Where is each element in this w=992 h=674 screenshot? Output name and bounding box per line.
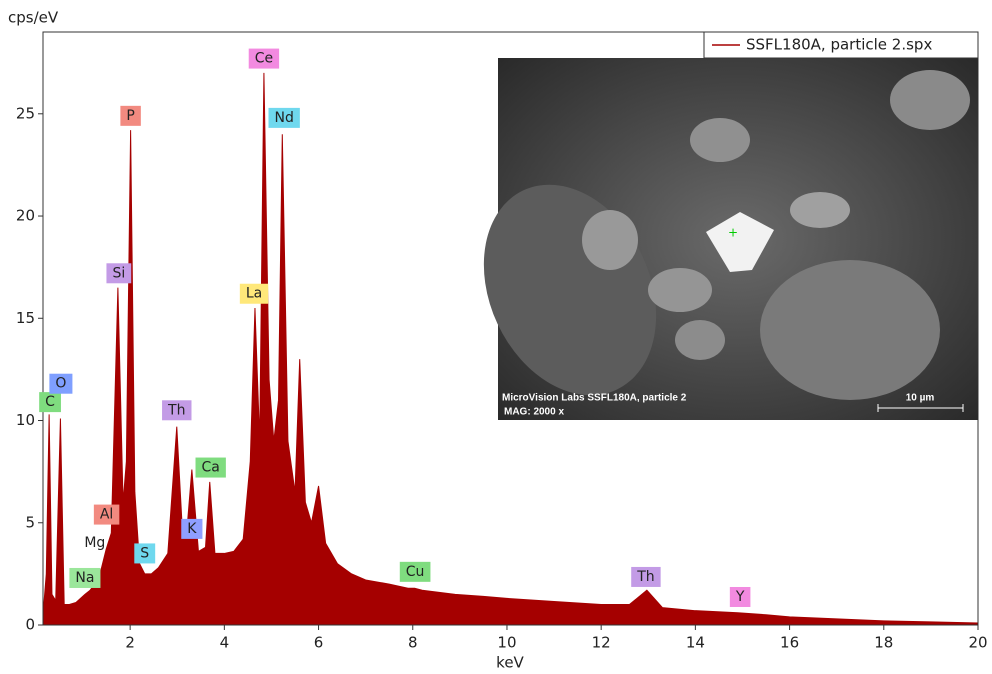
image-particle [648,268,712,312]
image-caption: MicroVision Labs SSFL180A, particle 2 [502,393,687,404]
page: cps/eV keV + MicroVision Labs SSFL180A, … [0,0,992,674]
peak-label: La [240,284,268,304]
x-tick-label: 18 [874,634,893,652]
peak-label-text: Mg [84,535,105,551]
x-tick-label: 10 [497,634,516,652]
peak-label: Th [162,400,191,420]
x-tick-label: 4 [220,634,230,652]
peak-label: Ca [196,458,226,478]
peak-label: Y [730,587,751,607]
peak-label-text: La [246,286,262,302]
peak-label-text: Cu [406,564,425,580]
peak-label: Mg [84,535,105,551]
peak-label-text: Na [75,570,94,586]
peak-label: S [134,543,155,563]
peak-label-text: O [55,376,66,392]
peak-label: Nd [268,108,299,128]
peak-label: Na [69,568,100,588]
y-tick-label: 20 [16,207,35,225]
y-tick-label: 10 [16,411,35,429]
peak-label-text: Y [735,589,745,605]
x-tick-label: 20 [968,634,987,652]
peak-label-text: S [140,545,149,561]
legend: SSFL180A, particle 2.spx [704,32,978,58]
peak-label-text: Th [636,569,654,585]
x-tick-label: 14 [686,634,705,652]
y-tick-label: 5 [25,513,35,531]
peak-label: K [181,519,202,539]
scale-bar-label: 10 µm [906,393,935,404]
peak-label-text: Ca [202,460,220,476]
peak-label: P [120,106,140,126]
image-particle [790,192,850,228]
legend-label: SSFL180A, particle 2.spx [746,36,932,54]
chart: cps/eV keV + MicroVision Labs SSFL180A, … [0,0,992,674]
x-tick-label: 12 [592,634,611,652]
peak-label: Th [631,567,660,587]
sem-image: + MicroVision Labs SSFL180A, particle 2 … [451,58,978,424]
x-tick-label: 16 [780,634,799,652]
x-tick-label: 8 [408,634,418,652]
peak-label: O [49,374,72,394]
peak-label-text: K [187,521,197,537]
peak-label-text: C [45,394,55,410]
image-magnification: MAG: 2000 x [504,407,564,418]
y-axis-label: cps/eV [8,9,59,27]
peak-label: Si [106,263,131,283]
peak-label-text: Th [167,402,185,418]
y-tick-label: 0 [25,616,35,634]
x-axis-label: keV [496,654,524,672]
y-tick-label: 25 [16,104,35,122]
x-tick-label: 2 [125,634,135,652]
peak-label-text: Nd [274,110,293,126]
image-marker: + [728,226,738,240]
peak-label-text: Ce [255,51,273,67]
peak-label: C [39,392,61,412]
image-particle [582,210,638,270]
peak-label-text: Si [112,265,125,281]
peak-label: Ce [249,49,279,69]
x-tick-label: 6 [314,634,324,652]
peak-label-text: P [126,108,134,124]
peak-label-text: Al [100,507,113,523]
image-particle [675,320,725,360]
image-particle [690,118,750,162]
image-particle [760,260,940,400]
peak-label: Cu [400,562,431,582]
image-particle [890,70,970,130]
peak-label: Al [94,505,119,525]
y-tick-label: 15 [16,309,35,327]
